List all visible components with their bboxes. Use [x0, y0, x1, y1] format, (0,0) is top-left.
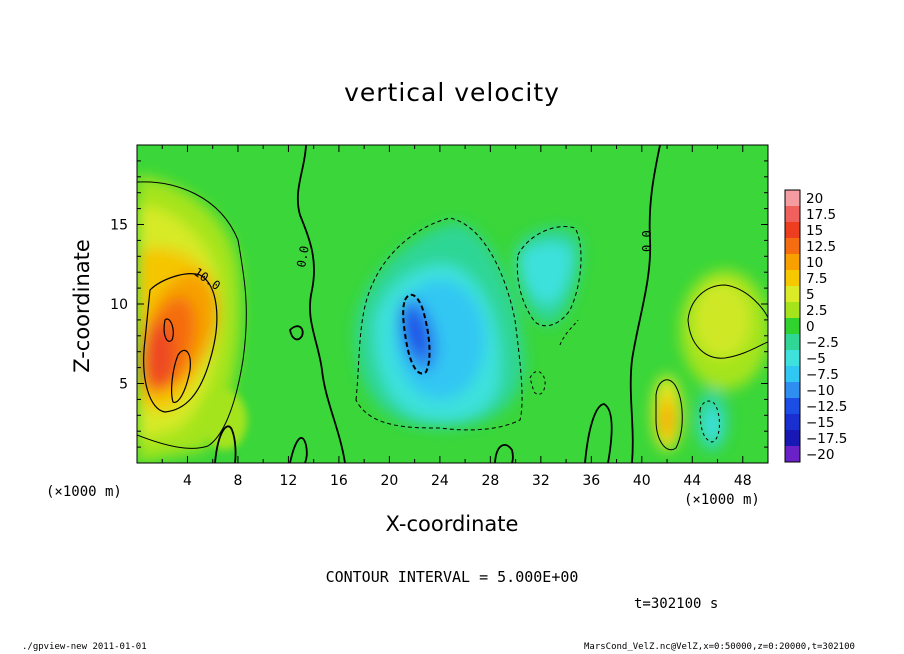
- x-tick-label: 40: [633, 473, 651, 489]
- x-tick-label: 28: [481, 473, 499, 489]
- chart-title: vertical velocity: [344, 78, 560, 107]
- x-axis-label: X-coordinate: [385, 512, 519, 536]
- colorbar-swatch: [785, 286, 800, 303]
- colorbar-label: 12.5: [806, 239, 836, 255]
- velocity-field: [137, 145, 768, 463]
- colorbar-swatch: [785, 366, 800, 383]
- colorbar-swatch: [785, 302, 800, 319]
- colorbar-label: 10: [806, 255, 823, 271]
- colorbar-label: 17.5: [806, 207, 836, 223]
- colorbar-label: −7.5: [806, 367, 839, 383]
- colorbar-label: 20: [806, 191, 823, 207]
- colorbar-label: 0: [806, 319, 815, 335]
- x-tick-label: 16: [330, 473, 348, 489]
- x-axis-unit-right: (×1000 m): [684, 492, 760, 508]
- contour-interval-text: CONTOUR INTERVAL = 5.000E+00: [325, 568, 579, 586]
- colorbar-label: 15: [806, 223, 823, 239]
- x-tick-label: 48: [734, 473, 752, 489]
- x-tick-label: 12: [280, 473, 298, 489]
- colorbar-label: −12.5: [806, 399, 847, 415]
- contour-label: 0.0: [640, 230, 654, 252]
- x-tick-label: 36: [582, 473, 600, 489]
- colorbar-swatch: [785, 334, 800, 351]
- colorbar-label: 5: [806, 287, 815, 303]
- y-tick-label: 15: [110, 218, 128, 234]
- x-tick-label: 32: [532, 473, 550, 489]
- x-tick-label: 20: [380, 473, 398, 489]
- footer-right-text: MarsCond_VelZ.nc@VelZ,x=0:50000,z=0:2000…: [584, 642, 855, 652]
- colorbar-label: −5: [806, 351, 826, 367]
- y-axis: 5 10 15: [110, 160, 768, 448]
- contour-label: 0.0: [294, 245, 312, 269]
- colorbar-label: 7.5: [806, 271, 827, 287]
- x-tick-label: 4: [183, 473, 192, 489]
- y-tick-label: 5: [119, 377, 128, 393]
- colorbar-frame: [784, 189, 801, 463]
- x-axis: 4 8 12 16 20 24 28 32 36 40 44 48: [161, 145, 752, 489]
- colorbar-swatch: [785, 270, 800, 287]
- x-axis-unit-left: (×1000 m): [46, 484, 122, 500]
- colorbar-label: −10: [806, 383, 835, 399]
- colorbar-swatch: [785, 414, 800, 431]
- colorbar-swatch: [785, 382, 800, 399]
- colorbar-swatch: [785, 254, 800, 271]
- colorbar-swatch: [785, 206, 800, 223]
- colorbar-label: −17.5: [806, 431, 847, 447]
- y-axis-label: Z-coordinate: [70, 239, 94, 373]
- footer-left-text: ./gpview-new 2011-01-01: [22, 642, 147, 652]
- colorbar-swatch: [785, 350, 800, 367]
- colorbar-label: −2.5: [806, 335, 839, 351]
- colorbar-swatch: [785, 238, 800, 255]
- contour-lines: [137, 145, 768, 463]
- colorbar-swatch: [785, 446, 800, 463]
- colorbar-swatch: [785, 318, 800, 335]
- colorbar-label: 2.5: [806, 303, 827, 319]
- colorbar-swatch: [785, 190, 800, 207]
- colorbar-swatch: [785, 430, 800, 447]
- x-tick-label: 44: [683, 473, 701, 489]
- colorbar-swatch: [785, 222, 800, 239]
- colorbar: 2017.51512.5107.552.50−2.5−5−7.5−10−12.5…: [784, 189, 847, 463]
- time-stamp: t=302100 s: [634, 596, 719, 612]
- colorbar-swatch: [785, 398, 800, 415]
- x-tick-label: 8: [233, 473, 242, 489]
- y-tick-label: 10: [110, 297, 128, 313]
- colorbar-label: −15: [806, 415, 835, 431]
- colorbar-label: −20: [806, 447, 835, 463]
- x-tick-label: 24: [431, 473, 449, 489]
